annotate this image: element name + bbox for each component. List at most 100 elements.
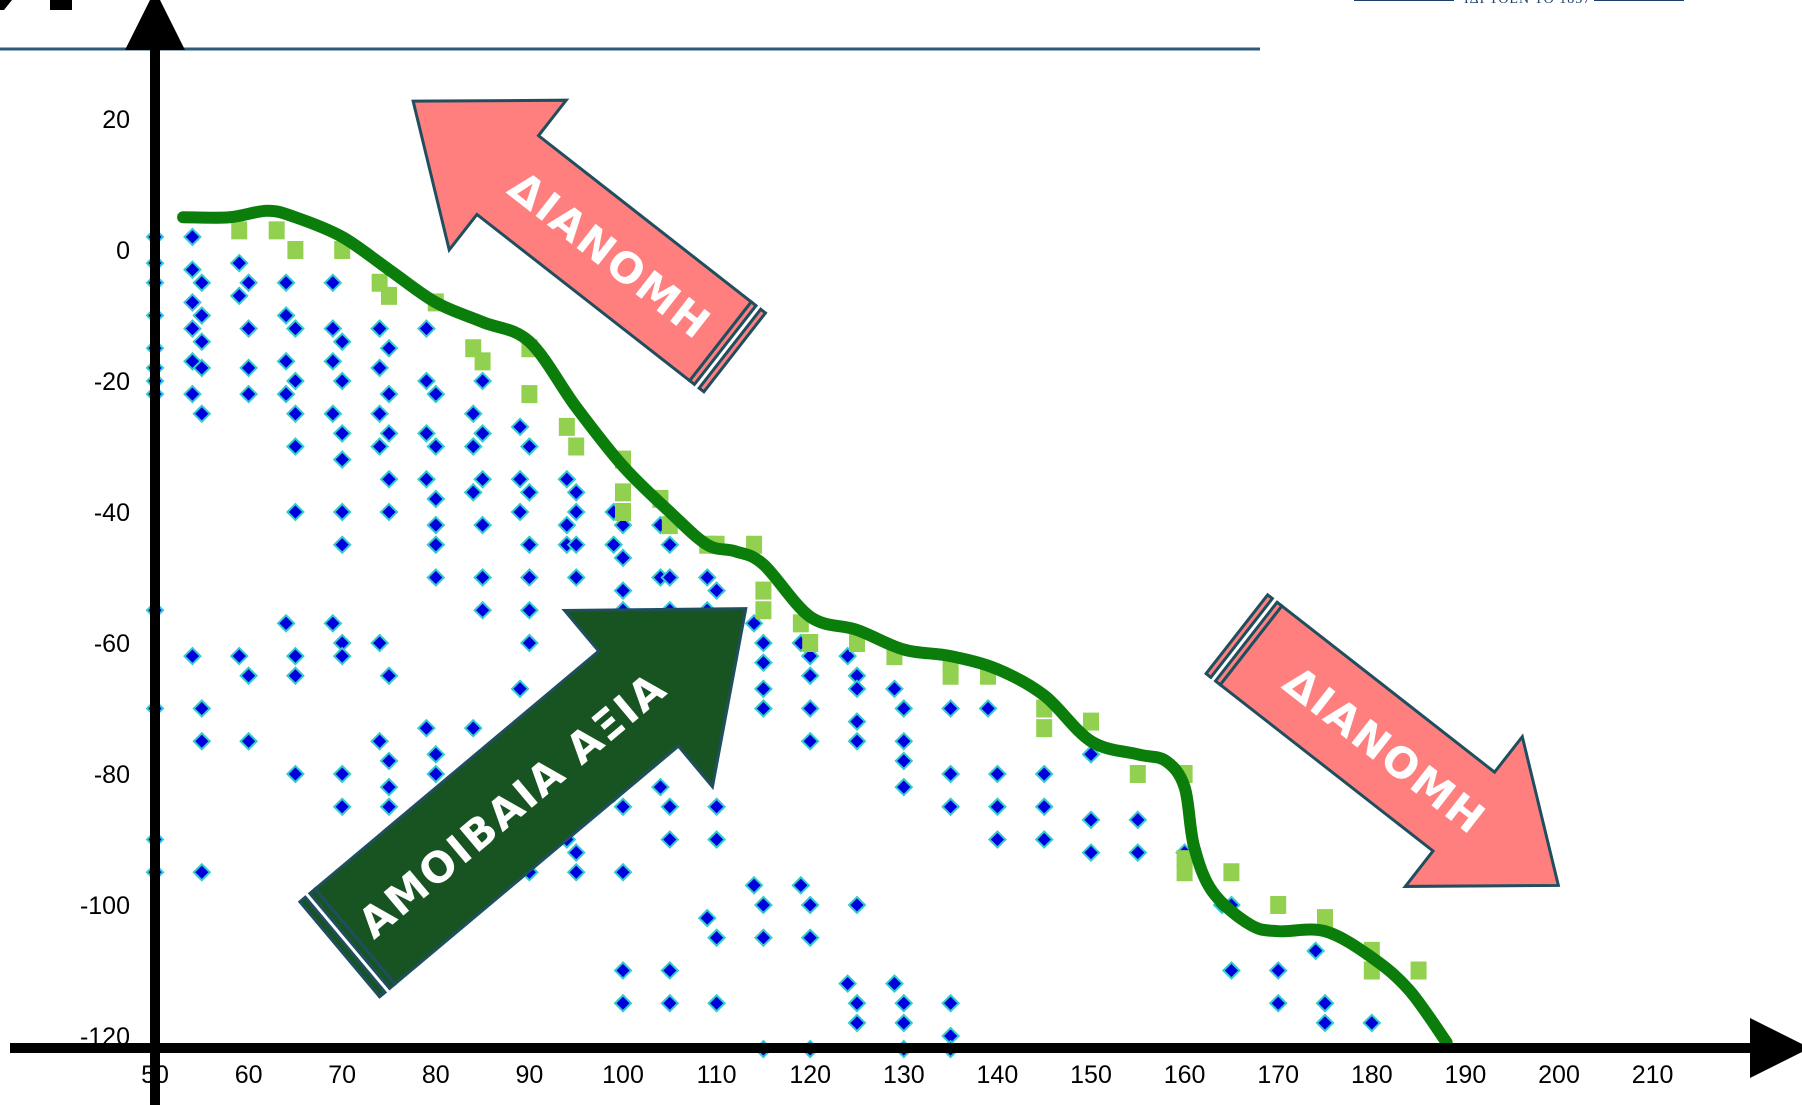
data-point-85: [426, 489, 446, 509]
data-point-15: [183, 319, 202, 339]
data-point-193: [941, 699, 961, 718]
data-point-47: [285, 502, 305, 522]
frontier-point-22: [755, 601, 772, 620]
data-point-77: [379, 777, 399, 797]
frontier-point-11: [558, 417, 575, 436]
data-point-105: [510, 502, 530, 522]
data-point-204: [1034, 797, 1054, 817]
data-point-187: [894, 751, 914, 771]
data-point-180: [838, 974, 858, 994]
data-point-214: [1221, 961, 1241, 980]
data-point-62: [332, 764, 352, 784]
data-point-94: [463, 482, 483, 502]
data-point-81: [417, 423, 436, 443]
data-point-49: [323, 273, 343, 293]
data-point-157: [744, 613, 764, 633]
data-point-40: [285, 319, 305, 339]
data-point-55: [332, 423, 352, 443]
data-point-209: [1128, 810, 1148, 830]
data-point-184: [885, 679, 904, 699]
data-point-12: [183, 227, 202, 247]
data-point-202: [987, 830, 1007, 849]
frontier-point-8: [474, 352, 491, 371]
y-tick--120: -120: [80, 1023, 130, 1051]
data-point-159: [753, 653, 773, 673]
frontier-point-33: [1129, 765, 1146, 783]
data-point-148: [707, 581, 727, 601]
university-logo: ΙΔΡΥΘΕΝ ΤΟ 1837: [1354, 0, 1684, 14]
data-point-200: [987, 764, 1007, 784]
y-tick--100: -100: [80, 892, 130, 920]
x-tick-210: 210: [1632, 1061, 1674, 1089]
data-point-119: [566, 502, 586, 522]
x-tick-60: 60: [235, 1061, 263, 1089]
frontier-point-37: [1223, 863, 1240, 882]
data-point-36: [276, 273, 296, 293]
distribution-arrow-down: ΔΙΑΝΟΜΗ: [1203, 592, 1561, 888]
data-point-171: [791, 875, 811, 895]
data-point-186: [894, 731, 914, 751]
data-point-134: [613, 961, 633, 980]
data-point-68: [379, 338, 399, 358]
data-point-115: [557, 469, 577, 489]
data-point-13: [183, 260, 202, 280]
data-point-71: [379, 469, 399, 489]
data-point-66: [370, 404, 390, 424]
data-point-29: [239, 273, 259, 293]
data-point-14: [183, 292, 202, 312]
data-point-183: [847, 895, 867, 915]
data-point-90: [426, 744, 446, 764]
x-tick-170: 170: [1257, 1061, 1299, 1089]
data-point-162: [744, 875, 764, 895]
data-point-17: [183, 384, 202, 404]
data-point-163: [753, 895, 773, 915]
data-point-133: [613, 862, 633, 882]
frontier-point-36: [1176, 863, 1193, 882]
x-tick-70: 70: [328, 1061, 356, 1089]
data-point-101: [463, 718, 483, 738]
data-point-93: [463, 437, 483, 456]
data-point-72: [379, 502, 399, 522]
data-point-182: [847, 1013, 867, 1033]
data-point-108: [519, 535, 539, 555]
data-point-21: [192, 358, 212, 378]
data-point-121: [566, 568, 586, 587]
x-tick-90: 90: [515, 1061, 543, 1089]
data-point-32: [239, 384, 259, 404]
data-point-74: [379, 666, 399, 686]
frontier-point-39: [1317, 909, 1333, 928]
data-point-52: [323, 404, 343, 424]
frontier-point-38: [1270, 896, 1287, 914]
data-point-132: [613, 797, 633, 817]
x-tick-140: 140: [977, 1061, 1019, 1089]
x-tick-150: 150: [1070, 1061, 1112, 1089]
data-point-42: [285, 404, 305, 424]
data-point-173: [800, 928, 820, 948]
data-point-19: [192, 306, 212, 325]
data-point-196: [941, 993, 961, 1013]
data-point-84: [426, 437, 446, 456]
data-point-83: [426, 384, 446, 404]
data-point-172: [800, 895, 820, 915]
data-point-207: [1081, 810, 1101, 830]
corner-logo-fragment: [0, 0, 80, 14]
data-point-100: [473, 600, 493, 620]
data-point-146: [697, 568, 717, 587]
data-point-161: [753, 699, 773, 718]
data-point-203: [1034, 764, 1054, 784]
data-point-87: [426, 535, 446, 555]
x-tick-130: 130: [883, 1061, 925, 1089]
data-point-73: [370, 633, 390, 653]
x-tick-80: 80: [422, 1061, 450, 1089]
data-point-44: [276, 613, 296, 633]
data-point-89: [417, 718, 436, 738]
data-point-31: [239, 358, 259, 378]
data-point-37: [276, 306, 296, 325]
data-point-45: [285, 646, 305, 666]
data-point-65: [370, 358, 390, 378]
data-point-67: [370, 437, 390, 456]
data-point-185: [894, 699, 914, 718]
data-point-26: [192, 862, 212, 882]
frontier-point-0: [231, 221, 248, 240]
